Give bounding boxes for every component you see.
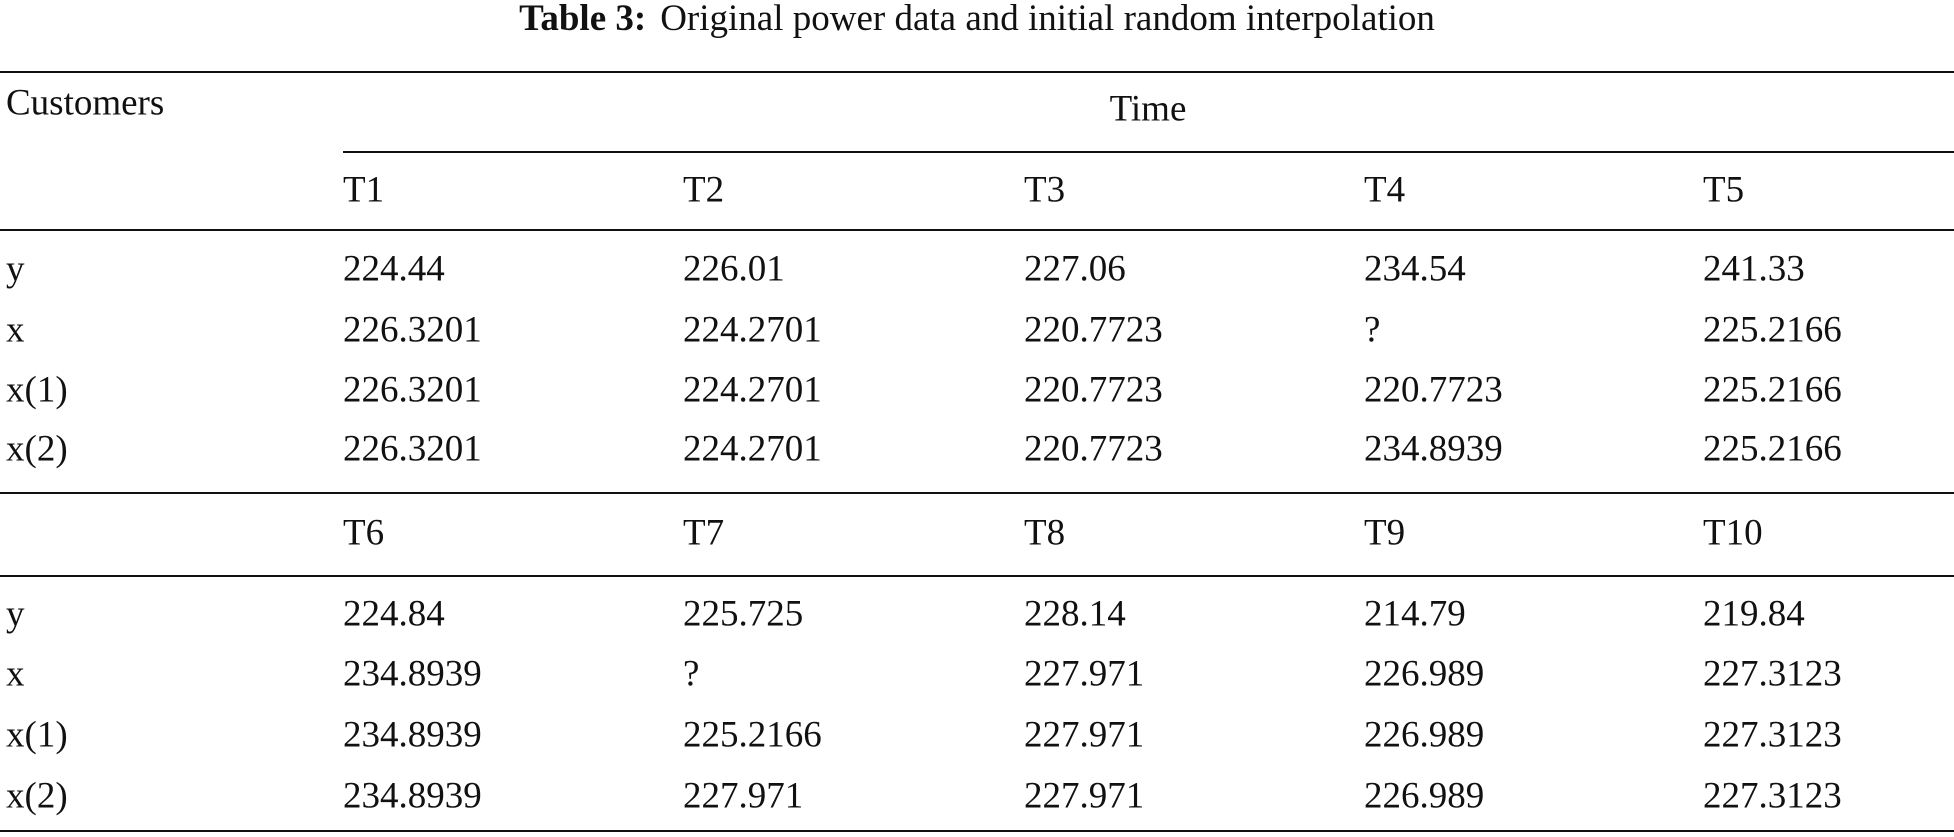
cell: 234.8939 [343,653,482,694]
cell: 225.725 [683,593,803,634]
cell: 220.7723 [1024,309,1163,350]
column-header: T6 [343,512,384,553]
cell: 225.2166 [1703,369,1842,410]
row-label: y [6,593,25,634]
cell: 234.8939 [343,775,482,816]
cell: 227.3123 [1703,775,1842,816]
cell: 226.989 [1364,775,1484,816]
cell: 227.06 [1024,248,1126,289]
row-label: x [6,309,25,350]
cell: 227.971 [1024,714,1144,755]
cell: 225.2166 [1703,428,1842,469]
row-label: x(1) [6,714,68,755]
cell: 234.8939 [343,714,482,755]
row-label: x(1) [6,369,68,410]
cell: 227.971 [1024,653,1144,694]
cell: 225.2166 [683,714,822,755]
cell: 228.14 [1024,593,1126,634]
column-header: T7 [683,512,724,553]
column-group: Time [1110,88,1187,129]
cell: 234.54 [1364,248,1466,289]
cell: ? [683,653,699,694]
cell: 225.2166 [1703,309,1842,350]
cell: 227.3123 [1703,714,1842,755]
cell: 226.3201 [343,428,482,469]
cell: 234.8939 [1364,428,1503,469]
row-label: x [6,653,25,694]
column-header: T3 [1024,169,1065,210]
row-label: x(2) [6,775,68,816]
cell: 226.3201 [343,369,482,410]
cell: 220.7723 [1364,369,1503,410]
cell: 224.44 [343,248,445,289]
cell: 227.971 [683,775,803,816]
caption-label: Table 3: [519,0,646,39]
column-header: T4 [1364,169,1405,210]
cell: 214.79 [1364,593,1466,634]
column-header: T10 [1703,512,1763,553]
column-header: T8 [1024,512,1065,553]
cell: 241.33 [1703,248,1805,289]
cell: 226.989 [1364,714,1484,755]
row-label: x(2) [6,428,68,469]
cell: 226.989 [1364,653,1484,694]
cell: 226.3201 [343,309,482,350]
column-header: T2 [683,169,724,210]
cell: 226.01 [683,248,785,289]
column-header: T1 [343,169,384,210]
cell: 224.2701 [683,309,822,350]
cell: 219.84 [1703,593,1805,634]
row-label: y [6,248,25,289]
caption: Table 3: Original power data and initial … [519,0,1435,39]
cell: 224.2701 [683,369,822,410]
cell: ? [1364,309,1380,350]
column-header: T9 [1364,512,1405,553]
caption-text: Original power data and initial random i… [660,0,1435,39]
cell: 220.7723 [1024,369,1163,410]
cell: 224.84 [343,593,445,634]
column-header: T5 [1703,169,1744,210]
cell: 227.3123 [1703,653,1842,694]
cell: 220.7723 [1024,428,1163,469]
row-header: Customers [6,82,164,123]
cell: 227.971 [1024,775,1144,816]
cell: 224.2701 [683,428,822,469]
